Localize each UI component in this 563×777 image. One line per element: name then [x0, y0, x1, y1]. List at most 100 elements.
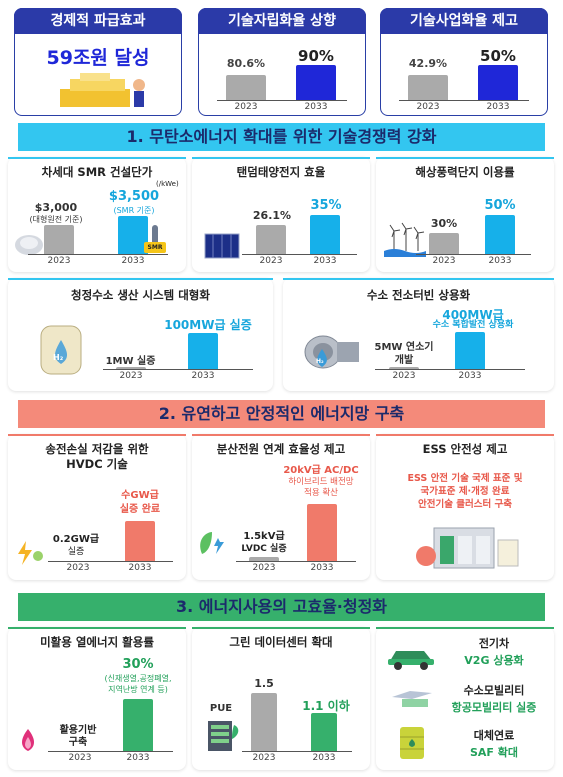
hydrogen-card: 청정수소 생산 시스템 대형화 H₂ 1MW 실증 100MW급 실증 2023…	[8, 278, 273, 391]
commercialization-title: 기술사업화율 제고	[380, 8, 548, 34]
smr-card: 차세대 SMR 건설단가 (/kWe) $3,000 (대형원전 기준) $3,…	[8, 157, 186, 272]
hvdc-card: 송전손실 저감을 위한 HVDC 기술 수GW급 실증 완료 0.2GW급 실증…	[8, 434, 186, 580]
ev-title: 전기차	[478, 637, 510, 650]
ess-title: ESS 안전성 제고	[422, 442, 508, 456]
hvdc-2023-value-line1: 0.2GW급	[52, 534, 100, 545]
heat-2023-value-line1: 활용기반	[59, 725, 97, 736]
dist-top-line	[192, 434, 370, 436]
ess-line2: 국가표준 제·개정 완료	[420, 486, 510, 497]
biz-2023-year: 2023	[416, 102, 440, 112]
turbine-h2-drop-icon	[317, 349, 327, 367]
smr-title: 차세대 SMR 건설단가	[41, 165, 153, 179]
section2-header: 2. 유연하고 안정적인 에너지망 구축	[18, 400, 545, 428]
tech-2023-year: 2023	[234, 102, 258, 112]
heat-2033-note1: (신재생열,공정폐열,	[104, 674, 172, 683]
smr-top-line	[8, 157, 186, 159]
hydrogen-top-line	[8, 278, 273, 280]
saf-desc: SAF 확대	[469, 746, 519, 759]
smr-baseline	[28, 254, 168, 255]
hvdc-top-line	[8, 434, 186, 436]
dc-top-line	[192, 627, 370, 629]
hydrogen-2033-value: 100MW급 실증	[164, 318, 252, 332]
biz-2033-bar	[478, 65, 518, 100]
dist-2033-value-line2: 하이브리드 배전망	[288, 477, 354, 487]
electric-car-icon	[388, 651, 434, 670]
turbine-2033-bar	[455, 332, 485, 369]
tech-baseline	[217, 100, 347, 101]
server-rack-icon	[208, 721, 239, 751]
solar-2023-bar	[256, 225, 286, 254]
section1-header: 1. 무탄소에너지 확대를 위한 기술경쟁력 강화	[18, 123, 545, 151]
solar-2033-year: 2033	[313, 256, 337, 266]
leaf-power-icon	[200, 532, 224, 554]
economic-effect-value: 59조원 달성	[46, 47, 150, 69]
wind-card: 해상풍력단지 이용률 30% 50% 2023 2033	[376, 157, 554, 272]
hydrogen-2023-value: 1MW 실증	[105, 356, 156, 367]
economic-effect-card: 경제적 파급효과 59조원 달성	[14, 8, 182, 116]
ess-facility-icon	[416, 527, 519, 569]
hydrogen-title: 청정수소 생산 시스템 대형화	[71, 288, 210, 302]
hm-title: 수소모빌리티	[463, 684, 525, 697]
economic-effect-title: 경제적 파급효과	[14, 8, 182, 34]
hvdc-2023-year: 2023	[66, 563, 90, 573]
turbine-2023-value: 5MW 연소기 개발	[374, 342, 434, 366]
turbine-top-line	[283, 278, 554, 280]
dist-2033-year: 2033	[310, 563, 334, 573]
biz-2033-year: 2033	[486, 102, 510, 112]
wind-2033-year: 2033	[488, 256, 512, 266]
turbine-baseline	[375, 369, 525, 370]
wind-2023-value: 30%	[430, 217, 458, 230]
dist-title: 분산전원 연계 효율성 제고	[216, 442, 346, 456]
solar-panel-icon	[204, 233, 240, 259]
dist-baseline	[236, 561, 356, 562]
tech-2033-year: 2033	[304, 102, 328, 112]
smr-badge-tower	[152, 225, 158, 243]
dc-baseline	[242, 751, 352, 752]
hydrogen-2033-year: 2033	[191, 371, 215, 381]
smr-2033-note: (SMR 기준)	[113, 206, 155, 215]
wind-2023-bar	[429, 233, 459, 254]
wind-2033-value: 50%	[484, 198, 516, 213]
wind-baseline	[416, 254, 531, 255]
turbine-h2-label: H₂	[316, 358, 324, 365]
turbine-2023-year: 2023	[392, 371, 416, 381]
heat-2033-year: 2033	[126, 753, 150, 763]
mobility-card: 전기차 V2G 상용화 수소모빌리티 항공모빌리티 실증 대체연료 SAF 확대	[376, 627, 554, 770]
dc-2023-value: 1.5	[254, 677, 274, 690]
heat-2033-bar	[123, 699, 153, 751]
smr-2023-bar	[44, 225, 74, 254]
hvdc-2023-value-line2: 실증	[67, 547, 85, 557]
heat-top-line	[8, 627, 186, 629]
dc-2023-year: 2023	[252, 753, 276, 763]
hvdc-2033-value-line2: 실증 완료	[119, 504, 161, 515]
hvdc-2033-year: 2033	[128, 563, 152, 573]
hvdc-title-line2: HVDC 기술	[66, 457, 128, 471]
smr-unit: (/kWe)	[156, 180, 179, 188]
dist-2023-year: 2023	[252, 563, 276, 573]
tech-independence-title: 기술자립화율 상향	[198, 8, 366, 34]
solar-2033-bar	[310, 215, 340, 254]
heat-2033-note2: 지역난방 연계 등)	[108, 685, 168, 694]
turbine-2033-value-line1: 400MW급	[442, 308, 504, 322]
tech-independence-card: 기술자립화율 상향 80.6% 90% 2023 2033	[198, 8, 366, 116]
hydrogen-2023-bar	[116, 367, 146, 369]
dc-title: 그린 데이터센터 확대	[229, 635, 333, 649]
solar-2023-year: 2023	[259, 256, 283, 266]
solar-2033-value: 35%	[310, 198, 342, 213]
solar-2023-value: 26.1%	[252, 209, 292, 222]
smr-2033-value: $3,500	[108, 189, 160, 204]
heat-title: 미활용 열에너지 활용률	[40, 635, 154, 649]
turbine-card: 수소 전소터빈 상용화 H₂ 5MW 연소기 개발 400MW급 수소 복합발전…	[283, 278, 554, 391]
wind-2023-year: 2023	[432, 256, 456, 266]
wind-turbine-icon	[384, 222, 426, 257]
gold-coins-icon	[60, 73, 145, 107]
solar-baseline	[242, 254, 357, 255]
ess-top-line	[376, 434, 554, 436]
heat-2033-value: 30%	[122, 657, 154, 672]
datacenter-card: 그린 데이터센터 확대 PUE 1.5 1.1 이하 2023 2033	[192, 627, 370, 770]
fuel-barrel-icon	[400, 727, 424, 759]
ev-desc: V2G 상용화	[464, 654, 524, 667]
hvdc-title-line1: 송전손실 저감을 위한	[45, 442, 149, 456]
dist-2023-bar	[249, 557, 279, 561]
turbine-title: 수소 전소터빈 상용화	[366, 288, 471, 302]
